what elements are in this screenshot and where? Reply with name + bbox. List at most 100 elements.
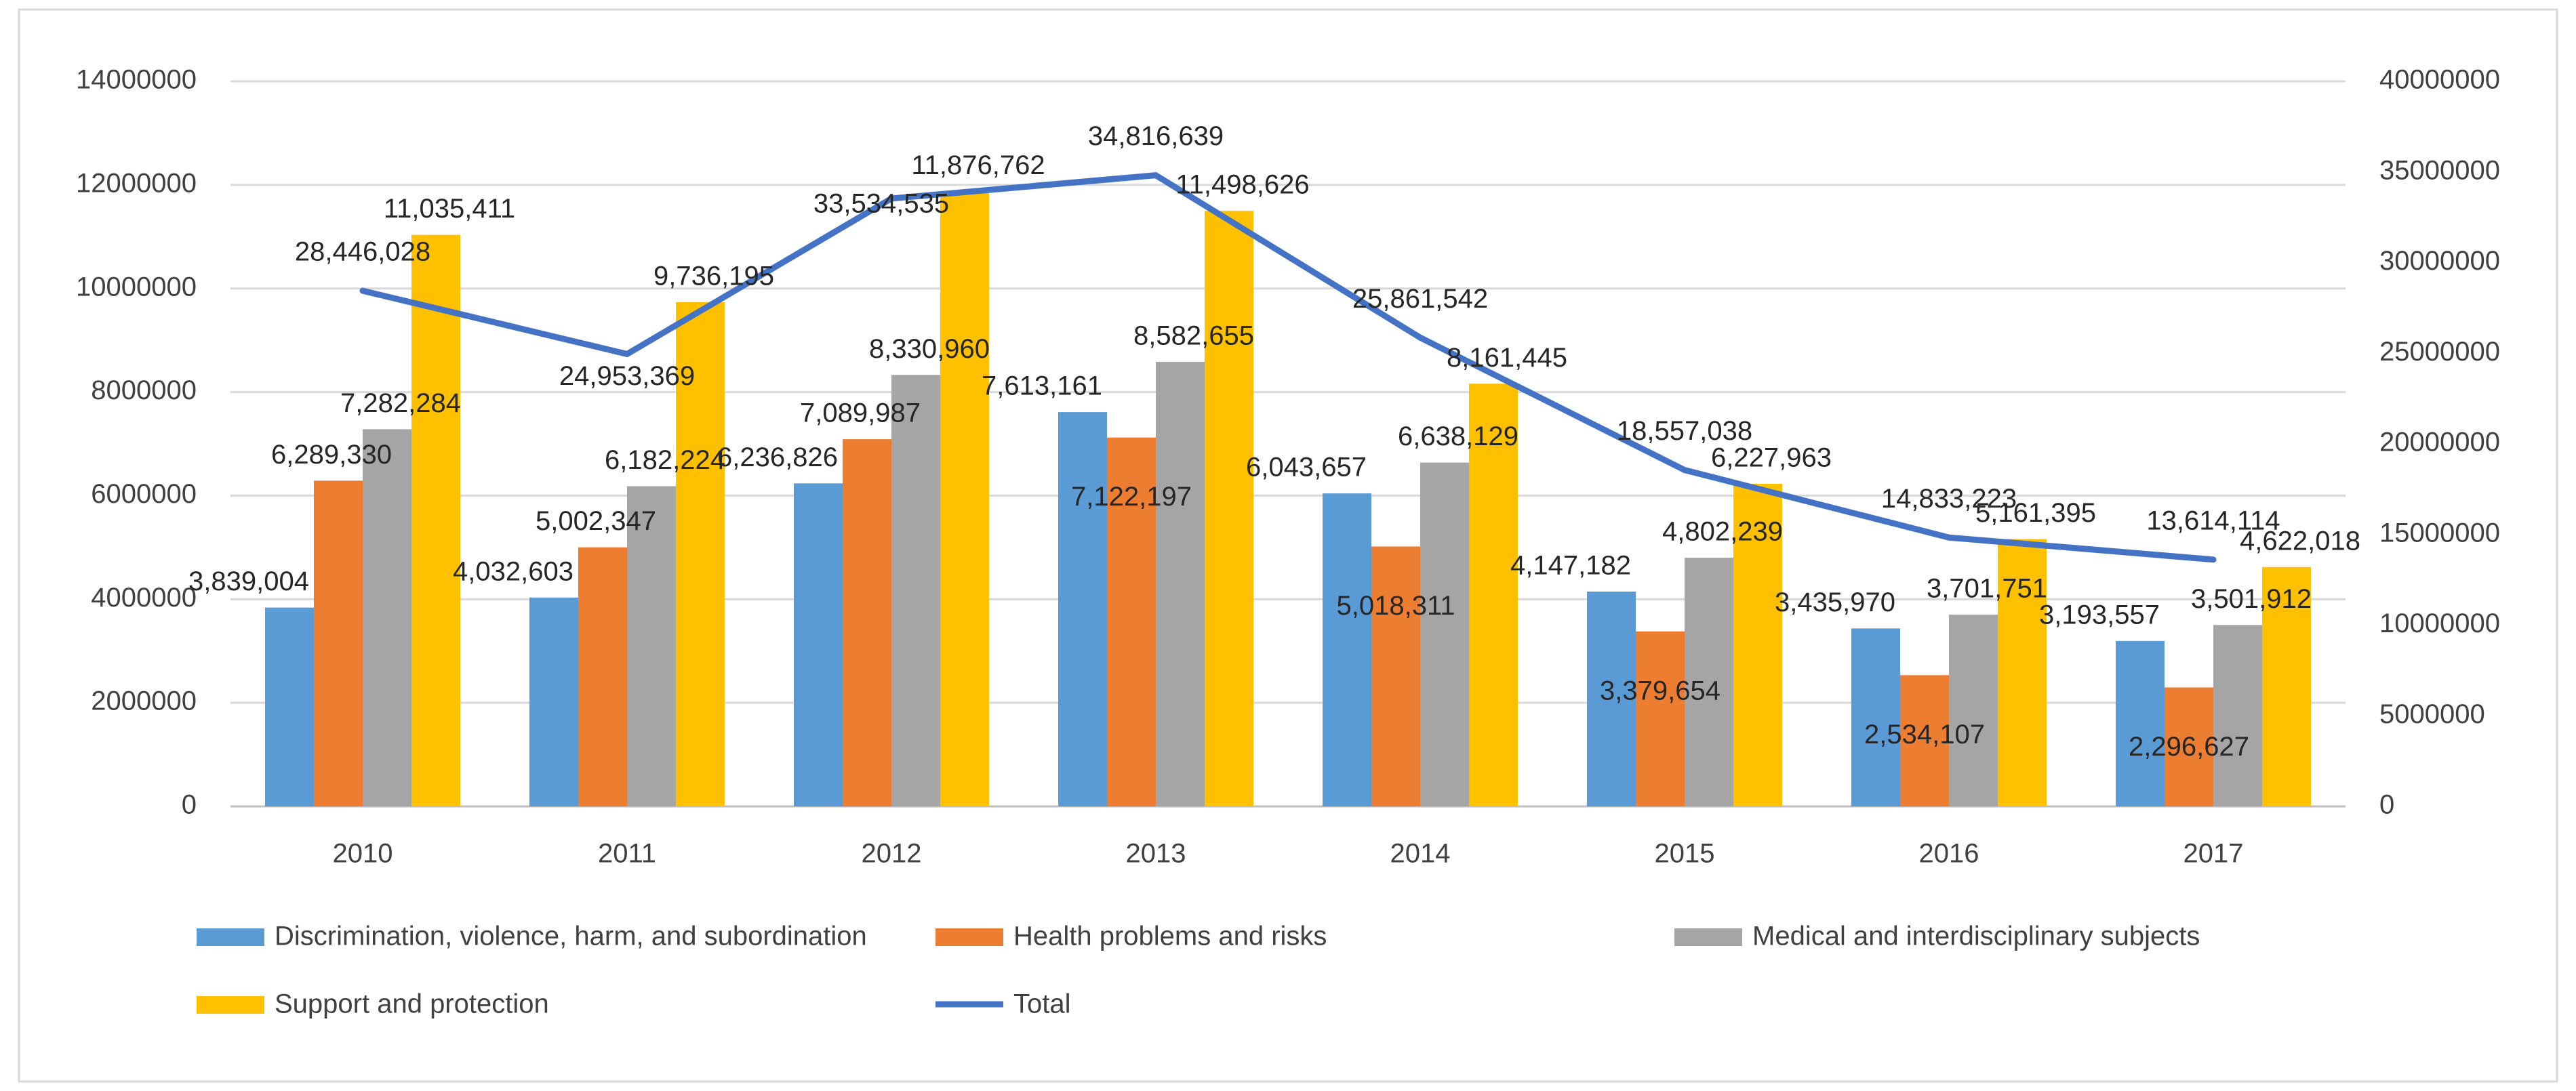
x-tick: 2013 — [1126, 839, 1186, 869]
bar-2016-series-1 — [1851, 628, 1900, 806]
y-right-tick: 5000000 — [2379, 699, 2485, 729]
total-data-label: 24,953,369 — [559, 361, 695, 391]
total-data-label: 18,557,038 — [1617, 416, 1752, 446]
y-right-tick: 35000000 — [2379, 155, 2500, 185]
y-left-tick: 0 — [182, 790, 197, 820]
data-label: 11,876,762 — [911, 150, 1045, 180]
bar-2010-series-2 — [314, 480, 363, 806]
data-label: 6,182,224 — [605, 445, 725, 475]
bar-2016-series-3 — [1949, 615, 1998, 806]
y-left-tick: 2000000 — [91, 686, 197, 716]
data-label: 3,839,004 — [188, 567, 309, 596]
total-point — [2212, 558, 2215, 561]
y-left-tick: 4000000 — [91, 583, 197, 613]
data-label: 3,701,751 — [1927, 574, 2047, 604]
y-right-tick: 0 — [2379, 790, 2394, 820]
data-label: 11,498,626 — [1175, 170, 1309, 200]
data-label: 7,122,197 — [1071, 482, 1192, 512]
x-tick: 2012 — [862, 839, 922, 869]
data-label: 6,227,963 — [1711, 443, 1832, 473]
x-tick: 2010 — [333, 839, 393, 869]
total-line — [359, 172, 2217, 563]
data-label: 5,018,311 — [1337, 591, 1455, 621]
y-right-tick: 30000000 — [2379, 246, 2500, 276]
legend-swatch-3 — [1674, 928, 1742, 946]
y-left-tick: 14000000 — [76, 65, 197, 95]
total-point — [361, 289, 364, 293]
total-series-line — [359, 172, 2217, 563]
y-right-tick: 25000000 — [2379, 337, 2500, 367]
bar-2017-series-2 — [2165, 687, 2213, 806]
bar-2015-series-3 — [1685, 557, 1733, 806]
y-left-tick: 12000000 — [76, 168, 197, 198]
bars — [265, 191, 2311, 806]
bar-2012-series-3 — [891, 375, 940, 806]
bar-2017-series-3 — [2213, 625, 2262, 806]
x-tick: 2014 — [1390, 839, 1451, 869]
y-left-tick: 8000000 — [91, 375, 197, 405]
total-point — [1154, 173, 1157, 177]
y-right-tick: 20000000 — [2379, 428, 2500, 457]
legend-label: Medical and interdisciplinary subjects — [1752, 922, 2200, 951]
data-label: 5,002,347 — [536, 506, 656, 536]
y-right-tick: 15000000 — [2379, 518, 2500, 548]
legend-swatch-4 — [197, 996, 264, 1014]
data-label: 3,435,970 — [1775, 588, 1895, 617]
data-label: 6,043,657 — [1246, 453, 1367, 482]
bar-2013-series-1 — [1058, 412, 1107, 806]
data-label: 4,622,018 — [2240, 526, 2360, 556]
bar-2014-series-3 — [1420, 462, 1469, 806]
data-label: 7,282,284 — [340, 388, 461, 418]
data-label: 8,161,445 — [1447, 343, 1567, 373]
bar-2015-series-2 — [1636, 631, 1685, 806]
data-label: 2,296,627 — [2129, 732, 2249, 762]
x-tick: 2011 — [598, 839, 656, 869]
bar-2015-series-1 — [1587, 592, 1636, 806]
data-label: 6,289,330 — [271, 440, 392, 470]
data-label: 3,193,557 — [2039, 600, 2160, 630]
data-label: 4,147,182 — [1510, 551, 1631, 581]
bar-2012-series-1 — [794, 483, 843, 806]
data-label: 3,379,654 — [1600, 676, 1720, 705]
bar-2011-series-4 — [676, 302, 725, 806]
legend-swatch-1 — [197, 928, 264, 946]
y-right-tick: 40000000 — [2379, 65, 2500, 95]
bar-2011-series-2 — [578, 547, 627, 806]
bar-2011-series-1 — [529, 597, 578, 806]
bar-2011-series-3 — [627, 486, 676, 806]
data-label: 4,802,239 — [1662, 517, 1783, 547]
bar-2016-series-2 — [1900, 675, 1949, 806]
total-point — [1948, 536, 1950, 539]
data-label: 7,089,987 — [800, 398, 921, 428]
legend-label: Total — [1013, 989, 1071, 1019]
total-point — [890, 197, 893, 200]
bar-2017-series-4 — [2262, 567, 2311, 806]
bar-2013-series-2 — [1107, 437, 1156, 806]
bar-2012-series-2 — [843, 439, 891, 806]
total-data-label: 13,614,114 — [2146, 506, 2280, 535]
total-point — [1419, 336, 1422, 339]
total-point — [626, 352, 628, 356]
bar-2014-series-4 — [1469, 384, 1518, 806]
total-data-label: 25,861,542 — [1352, 284, 1488, 314]
data-label: 8,330,960 — [869, 334, 990, 364]
legend-label: Support and protection — [275, 989, 549, 1019]
data-label: 8,582,655 — [1133, 321, 1254, 351]
bar-2010-series-3 — [363, 429, 411, 806]
data-label: 7,613,161 — [982, 371, 1102, 401]
x-tick: 2017 — [2183, 839, 2244, 869]
bar-2014-series-2 — [1371, 546, 1420, 806]
bar-2016-series-4 — [1998, 539, 2047, 806]
legend-label: Health problems and risks — [1013, 922, 1327, 951]
data-label: 2,534,107 — [1864, 720, 1985, 749]
x-axis-ticks: 2010 2011 2012 2013 2014 2015 2016 2017 — [333, 839, 2244, 869]
bar-2017-series-1 — [2116, 640, 2165, 806]
bar-2013-series-4 — [1205, 211, 1253, 806]
total-data-label: 14,833,223 — [1881, 484, 2017, 514]
bar-2010-series-1 — [265, 607, 314, 806]
bar-2015-series-4 — [1733, 484, 1782, 806]
bar-2012-series-4 — [940, 191, 989, 806]
bar-2013-series-3 — [1156, 362, 1205, 806]
